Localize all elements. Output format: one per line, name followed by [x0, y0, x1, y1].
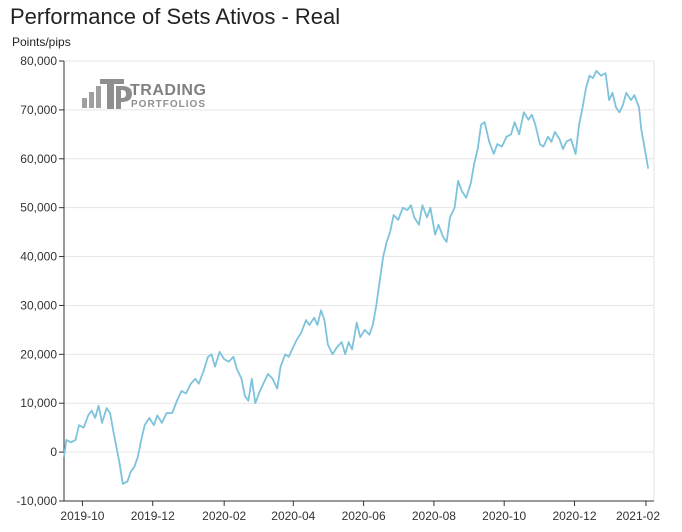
- gridlines: [64, 60, 655, 501]
- y-tick-label: 50,000: [20, 201, 57, 215]
- y-tick-label: 0: [50, 445, 57, 459]
- y-axis-label: Points/pips: [12, 35, 71, 49]
- chart-title: Performance of Sets Ativos - Real: [10, 4, 341, 29]
- y-tick-label: 60,000: [20, 152, 57, 166]
- x-tick-label: 2020-04: [271, 509, 315, 523]
- logo-text-trading: TRADING: [130, 82, 206, 99]
- y-tick-label: 70,000: [20, 103, 57, 117]
- y-tick-label: 40,000: [20, 250, 57, 264]
- x-tick-label: 2019-12: [131, 509, 175, 523]
- y-tick-label: 80,000: [20, 54, 57, 68]
- x-tick-label: 2019-10: [60, 509, 104, 523]
- x-tick-label: 2020-12: [552, 509, 596, 523]
- series-line-performance: [63, 69, 650, 485]
- watermark-logo: TRADING PORTFOLIOS: [82, 79, 206, 110]
- logo-t-glyph: [100, 79, 124, 109]
- logo-p-glyph: [116, 86, 132, 109]
- x-tick-label: 2020-06: [342, 509, 386, 523]
- y-tick-label: 10,000: [20, 396, 57, 410]
- x-tick-label: 2020-08: [412, 509, 456, 523]
- y-tick-label: -10,000: [16, 494, 57, 508]
- x-tick-label: 2020-10: [482, 509, 526, 523]
- logo-bar-2: [89, 92, 94, 108]
- y-tick-label: 20,000: [20, 347, 57, 361]
- y-tick-label: 30,000: [20, 298, 57, 312]
- x-tick-label: 2020-02: [202, 509, 246, 523]
- x-axis-ticks: 2019-10 2019-12 2020-02 2020-04 2020-06 2020-…: [60, 501, 660, 523]
- logo-text-portfolios: PORTFOLIOS: [131, 99, 206, 110]
- logo-bar-3: [96, 86, 101, 108]
- logo-bar-1: [82, 98, 87, 108]
- y-axis-ticks: -10,000 0 10,000 20,000 30,000 40,000 50,000 60…: [16, 54, 65, 508]
- x-tick-label: 2021-02: [616, 509, 660, 523]
